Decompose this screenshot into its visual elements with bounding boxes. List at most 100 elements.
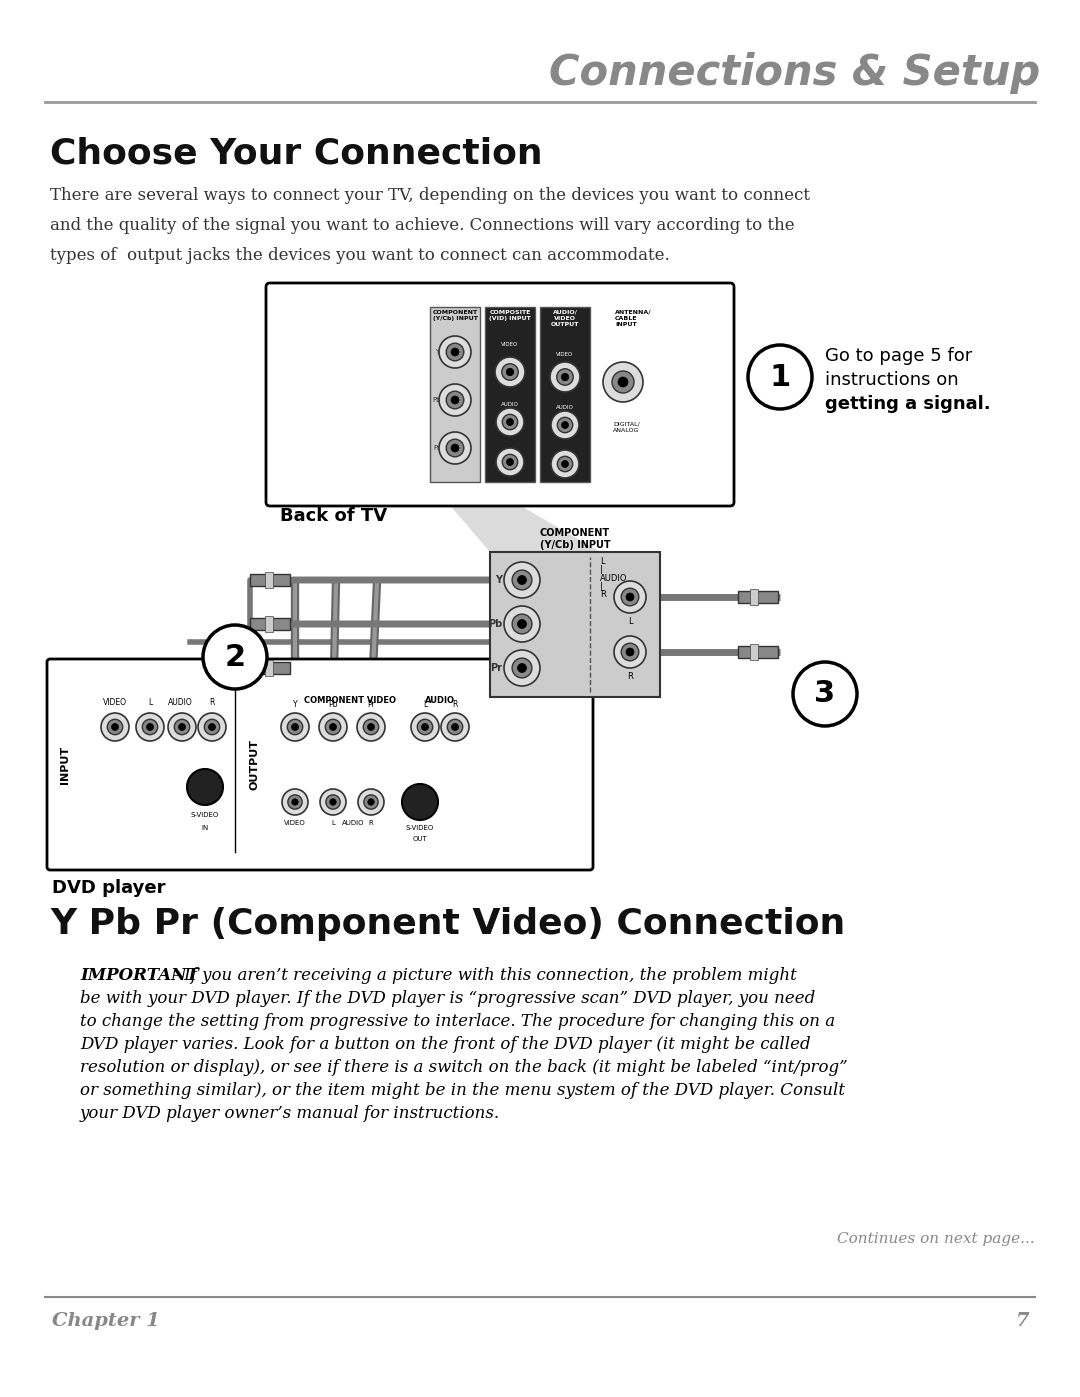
Circle shape [147,724,153,731]
Bar [430,307,480,482]
Text: Continues on next page...: Continues on next page... [837,1232,1035,1246]
Text: DVD player: DVD player [52,879,165,897]
Circle shape [367,724,375,731]
Text: resolution or display), or see if there is a switch on the back (it might be lab: resolution or display), or see if there … [80,1059,848,1076]
Circle shape [292,724,298,731]
Circle shape [621,588,638,606]
Circle shape [502,415,517,430]
Bar [738,645,778,658]
Circle shape [136,712,164,740]
Circle shape [441,712,469,740]
Bar [249,617,291,630]
Circle shape [517,664,527,672]
Text: DVD player varies. Look for a button on the front of the DVD player (it might be: DVD player varies. Look for a button on … [80,1037,811,1053]
Circle shape [198,712,226,740]
Text: VIDEO: VIDEO [556,352,573,358]
Circle shape [512,615,531,634]
Circle shape [562,373,569,381]
Text: R: R [453,700,458,710]
Circle shape [107,719,123,735]
Text: L
|
AUDIO
|
R: L | AUDIO | R [600,557,627,599]
Circle shape [438,337,471,367]
Text: and the quality of the signal you want to achieve. Connections will vary accordi: and the quality of the signal you want t… [50,217,795,235]
Text: AUDIO: AUDIO [556,405,573,409]
Circle shape [446,344,463,360]
Text: L: L [627,617,632,626]
Bar [265,659,273,676]
Circle shape [292,799,298,805]
Text: be with your DVD player. If the DVD player is “progressive scan” DVD player, you: be with your DVD player. If the DVD play… [80,990,815,1007]
Text: COMPOSITE
(VID) INPUT: COMPOSITE (VID) INPUT [489,310,531,321]
Bar [249,574,291,585]
Circle shape [102,712,129,740]
Text: COMPONENT
(Y/Cb) INPUT: COMPONENT (Y/Cb) INPUT [432,310,477,321]
Circle shape [282,789,308,814]
Text: Back of TV: Back of TV [280,507,387,525]
Circle shape [562,461,568,468]
Circle shape [451,395,459,404]
Circle shape [143,719,158,735]
Text: INPUT: INPUT [60,746,70,784]
Circle shape [512,658,531,678]
Text: ANTENNA/
CABLE
INPUT: ANTENNA/ CABLE INPUT [615,310,651,327]
Circle shape [507,419,513,426]
Circle shape [626,592,634,601]
Text: Pr: Pr [367,700,375,710]
Circle shape [451,724,459,731]
Circle shape [357,789,384,814]
Text: R: R [627,672,633,680]
Bar [490,552,660,697]
Circle shape [550,362,580,393]
Circle shape [507,369,514,376]
Text: Pb: Pb [488,619,502,629]
Text: Choose Your Connection: Choose Your Connection [50,137,542,170]
Circle shape [329,724,337,731]
Text: R: R [368,820,374,826]
Circle shape [168,712,195,740]
Text: AUDIO: AUDIO [501,402,518,407]
Circle shape [504,606,540,643]
Text: instructions on: instructions on [825,372,959,388]
Circle shape [612,372,634,393]
Text: L: L [148,698,152,707]
Circle shape [557,369,573,386]
Circle shape [446,391,463,409]
Circle shape [411,712,438,740]
Text: L: L [332,820,335,826]
Circle shape [325,719,340,735]
Text: OUT: OUT [413,835,428,842]
Circle shape [363,719,379,735]
Circle shape [357,712,384,740]
Circle shape [517,619,527,629]
Text: IMPORTANT: IMPORTANT [80,967,199,983]
Circle shape [603,362,643,402]
Text: types of  output jacks the devices you want to connect can accommodate.: types of output jacks the devices you wa… [50,247,670,264]
Circle shape [748,345,812,409]
Circle shape [178,724,186,731]
Text: or something similar), or the item might be in the menu system of the DVD player: or something similar), or the item might… [80,1083,845,1099]
Circle shape [446,439,463,457]
Text: R: R [210,698,215,707]
Text: S-VIDEO: S-VIDEO [406,826,434,831]
Circle shape [187,768,222,805]
Text: 2: 2 [225,643,245,672]
Text: Y: Y [293,700,297,710]
Bar [750,644,758,659]
Circle shape [288,795,302,809]
Circle shape [512,570,531,590]
Bar [485,307,535,482]
Text: IN: IN [201,826,208,831]
Text: AUDIO/
VIDEO
OUTPUT: AUDIO/ VIDEO OUTPUT [551,310,579,327]
Text: Pb: Pb [328,700,338,710]
Text: 1: 1 [769,362,791,391]
Circle shape [438,432,471,464]
Circle shape [551,450,579,478]
Circle shape [621,643,638,661]
Circle shape [174,719,190,735]
Circle shape [111,724,119,731]
Text: Y: Y [435,349,440,355]
Circle shape [281,712,309,740]
Text: VIDEO: VIDEO [103,698,127,707]
Circle shape [507,458,513,465]
Circle shape [204,719,219,735]
